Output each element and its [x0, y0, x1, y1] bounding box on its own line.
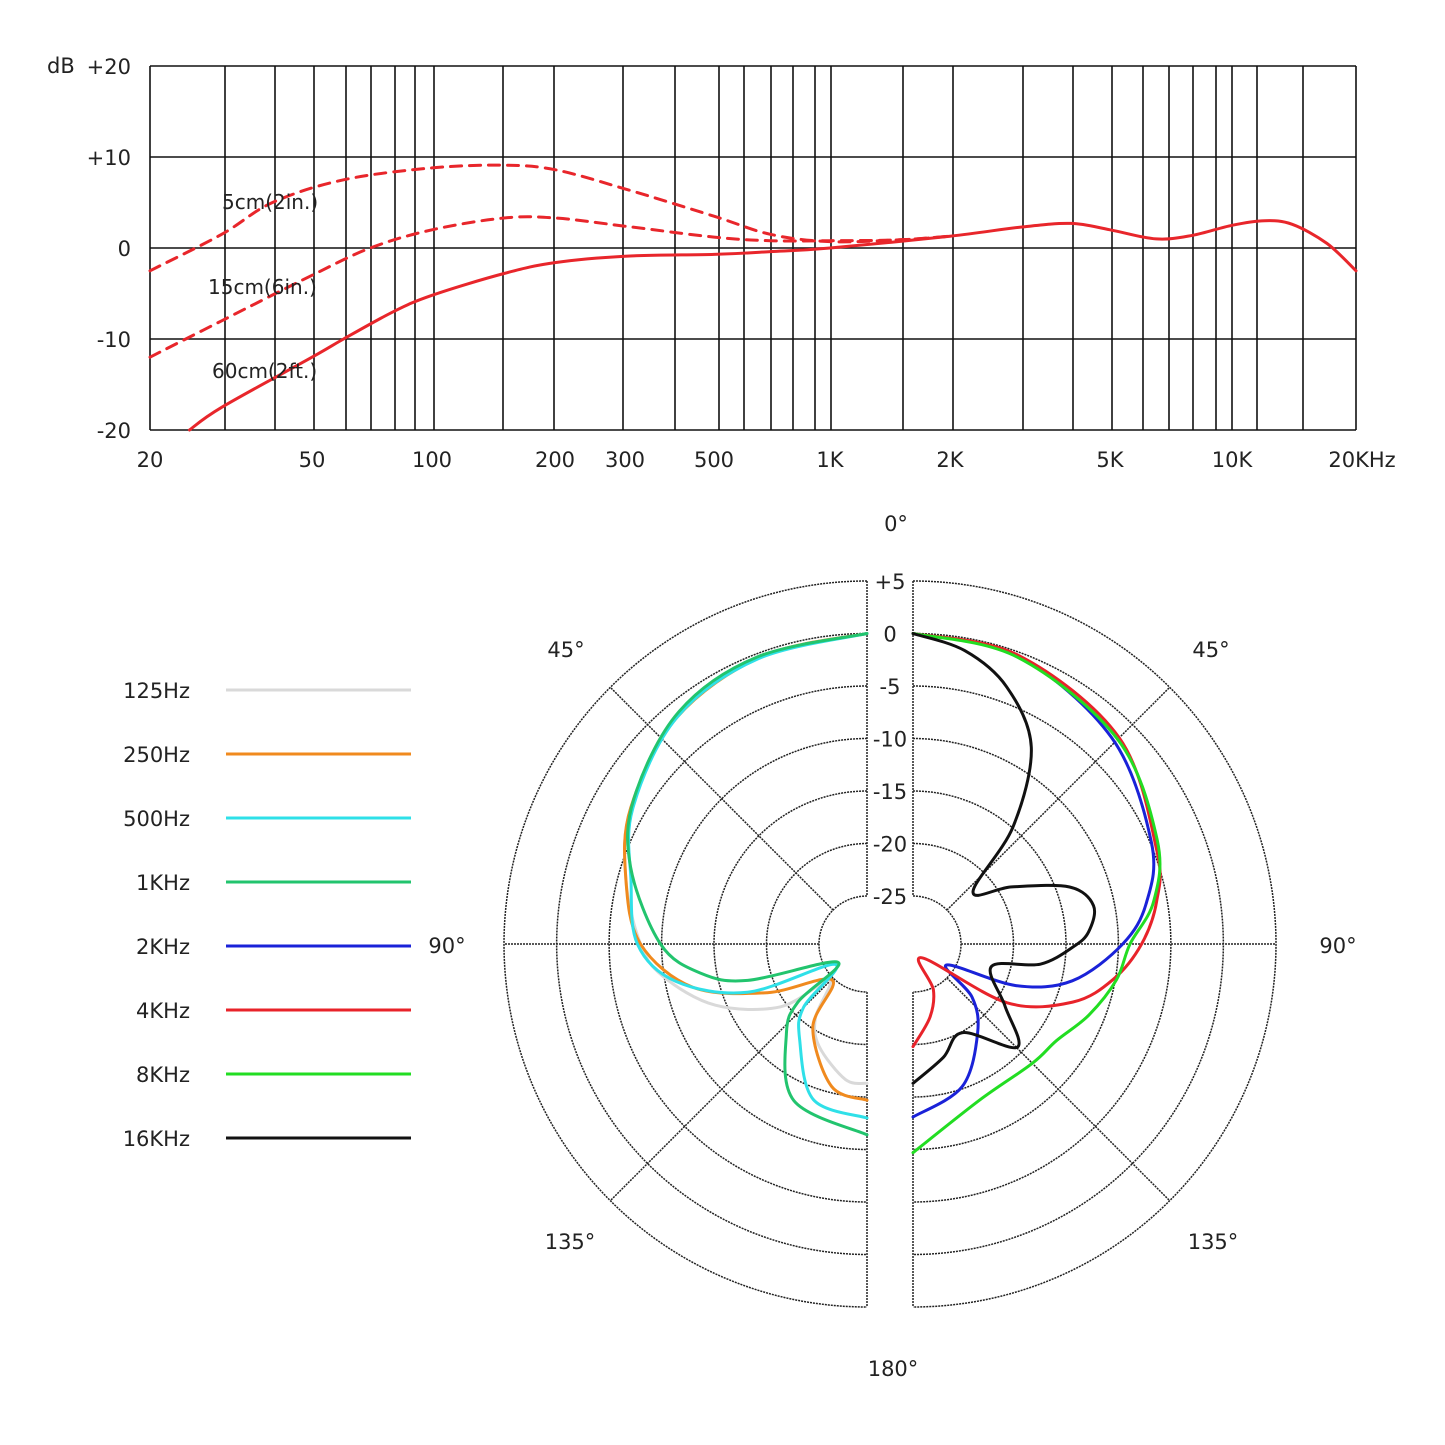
- legend-item-8khz: 8KHz: [136, 1063, 411, 1087]
- polar-series-500hz: [627, 632, 869, 1120]
- angle-label-right-90: 90°: [1319, 934, 1356, 958]
- fr-x-ticks: 20 50 100 200 300 500 1K 2K 5K 10K 20KHz: [137, 448, 1396, 472]
- x-tick-label: 10K: [1212, 448, 1254, 472]
- radial-tick-label: -25: [873, 885, 907, 909]
- angle-label-0: 0°: [884, 512, 908, 536]
- fr-series-line-1: [148, 215, 952, 359]
- legend-label: 125Hz: [123, 679, 190, 703]
- radial-tick-label: 0: [883, 623, 896, 647]
- polar-ring-left: [818, 895, 868, 993]
- angle-label-left-135: 135°: [545, 1230, 596, 1254]
- polar-ring-right: [912, 685, 1172, 1203]
- polar-series-8khz: [911, 632, 1162, 1155]
- x-tick-label: 1K: [816, 448, 844, 472]
- legend-label: 16KHz: [123, 1127, 190, 1151]
- x-tick-label: 200: [535, 448, 575, 472]
- x-tick-label: 100: [412, 448, 452, 472]
- legend-item-125hz: 125Hz: [123, 679, 411, 703]
- series-label-60cm: 60cm(2ft.): [212, 359, 317, 383]
- fr-series-line-2: [188, 219, 1358, 432]
- legend-label: 1KHz: [136, 871, 190, 895]
- polar-series-125hz: [622, 632, 869, 1086]
- polar-ring-right: [912, 790, 1067, 1098]
- y-tick-label: -10: [97, 328, 131, 352]
- polar-series-2khz: [911, 632, 1156, 1119]
- x-tick-label: 300: [605, 448, 645, 472]
- polar-ring-right: [912, 580, 1277, 1308]
- legend-item-2khz: 2KHz: [136, 935, 411, 959]
- y-tick-label: +20: [87, 55, 131, 79]
- y-tick-label: +10: [87, 146, 131, 170]
- polar-series-4khz: [911, 632, 1162, 1049]
- polar-spoke-left-45: [609, 686, 834, 911]
- radial-tick-label: +5: [875, 570, 906, 594]
- x-tick-label: 20KHz: [1328, 448, 1395, 472]
- fr-grid: [149, 65, 1357, 431]
- radial-tick-label: -20: [873, 833, 907, 857]
- polar-radial-ticks: +5 0 -5 -10 -15 -20 -25: [873, 570, 907, 909]
- polar-ring-left: [608, 685, 868, 1203]
- polar-spoke-right-135: [946, 977, 1171, 1202]
- polar-series-250hz: [622, 632, 869, 1102]
- legend: 125Hz 250Hz 500Hz 1KHz 2KHz 4KHz 8KHz 16KHz: [123, 679, 411, 1151]
- polar-ring-right: [912, 632, 1225, 1256]
- legend-item-1khz: 1KHz: [136, 871, 411, 895]
- polar-spoke-left-135: [609, 977, 834, 1202]
- series-label-15cm: 15cm(6in.): [208, 275, 317, 299]
- x-tick-label: 50: [299, 448, 326, 472]
- y-axis-label: dB: [47, 54, 75, 78]
- y-tick-label: -20: [97, 419, 131, 443]
- legend-label: 4KHz: [136, 999, 190, 1023]
- polar-ring-left: [503, 580, 868, 1308]
- series-label-5cm: 5cm(2in.): [222, 190, 318, 214]
- x-tick-label: 2K: [936, 448, 964, 472]
- legend-item-16khz: 16KHz: [123, 1127, 411, 1151]
- fr-curves: [148, 163, 1358, 432]
- radial-tick-label: -15: [873, 780, 907, 804]
- angle-label-180: 180°: [868, 1357, 919, 1381]
- polar-pattern-chart: +5 0 -5 -10 -15 -20 -25 0° 45° 45° 90° 90° 135…: [428, 512, 1356, 1381]
- angle-label-right-45: 45°: [1192, 638, 1229, 662]
- legend-item-500hz: 500Hz: [123, 807, 411, 831]
- legend-item-4khz: 4KHz: [136, 999, 411, 1023]
- x-tick-label: 20: [137, 448, 164, 472]
- polar-ring-left: [555, 632, 868, 1256]
- angle-label-left-90: 90°: [428, 934, 465, 958]
- angle-label-right-135: 135°: [1188, 1230, 1239, 1254]
- legend-item-250hz: 250Hz: [123, 743, 411, 767]
- angle-label-left-45: 45°: [547, 638, 584, 662]
- legend-label: 2KHz: [136, 935, 190, 959]
- fr-y-ticks: +20 +10 0 -10 -20: [87, 55, 131, 443]
- polar-ring-left: [713, 790, 868, 1098]
- y-tick-label: 0: [118, 237, 131, 261]
- x-tick-label: 5K: [1096, 448, 1124, 472]
- frequency-response-chart: dB +20 +10 0 -10 -20 20 50 100 200 300 500 1K 2K 5K 1…: [47, 54, 1396, 472]
- radial-tick-label: -5: [880, 675, 901, 699]
- legend-label: 8KHz: [136, 1063, 190, 1087]
- legend-label: 250Hz: [123, 743, 190, 767]
- x-tick-label: 500: [694, 448, 734, 472]
- polar-curves: [622, 632, 1162, 1155]
- polar-series-1khz: [626, 632, 869, 1137]
- radial-tick-label: -10: [873, 728, 907, 752]
- polar-series-16khz: [911, 632, 1097, 1085]
- legend-label: 500Hz: [123, 807, 190, 831]
